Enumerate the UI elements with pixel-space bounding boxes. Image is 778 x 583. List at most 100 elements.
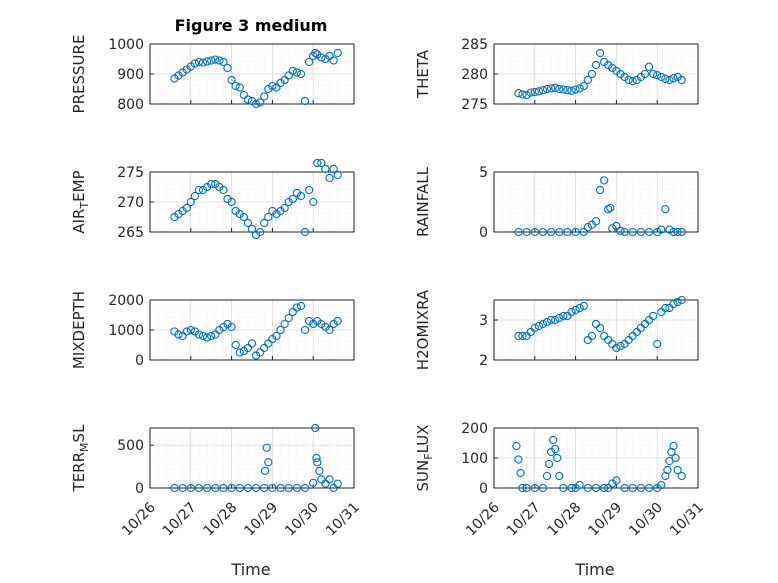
data-point — [325, 173, 334, 183]
data-point — [280, 75, 289, 85]
data-point — [677, 471, 686, 481]
data-point — [300, 96, 310, 106]
data-point — [280, 319, 289, 329]
data-point — [571, 227, 580, 237]
data-point — [239, 90, 248, 100]
data-point — [333, 48, 342, 58]
data-point — [239, 212, 248, 222]
data-point — [636, 483, 646, 493]
data-point — [628, 227, 637, 237]
data-point — [575, 303, 584, 313]
data-point — [219, 57, 228, 67]
data-point — [268, 483, 277, 493]
data-point — [546, 315, 556, 325]
data-point — [207, 56, 216, 65]
data-point — [563, 227, 572, 237]
data-point — [284, 483, 293, 493]
data-point — [194, 185, 204, 195]
data-point — [329, 56, 338, 65]
data-point — [247, 339, 257, 348]
data-point — [555, 227, 564, 237]
data-point — [272, 331, 281, 341]
data-point — [231, 340, 240, 350]
data-point — [600, 176, 609, 185]
data-point — [198, 58, 208, 67]
data-point — [264, 339, 273, 348]
data-point — [538, 86, 548, 95]
y-tick-label: 2 — [479, 353, 488, 369]
data-point — [612, 221, 621, 231]
data-point — [648, 311, 658, 321]
data-point — [284, 313, 293, 323]
data-point — [644, 483, 654, 493]
data-point — [595, 48, 605, 58]
data-point — [595, 323, 605, 333]
data-point — [251, 99, 261, 109]
data-point — [555, 313, 564, 323]
y-axis-label: TERRMSL — [70, 424, 91, 493]
data-point — [583, 75, 592, 85]
data-point — [309, 197, 318, 207]
data-point — [243, 483, 253, 493]
data-point — [243, 95, 253, 104]
data-point — [325, 51, 334, 61]
data-point — [628, 77, 637, 86]
data-point — [534, 321, 544, 331]
data-point — [583, 483, 592, 493]
data-point — [624, 75, 633, 85]
axes-border — [493, 427, 699, 489]
data-point — [215, 56, 224, 65]
y-tick-label: 275 — [117, 165, 144, 181]
y-axis-label: SUNFLUX — [414, 425, 435, 492]
data-point — [628, 483, 637, 493]
x-tick-label: 10/28 — [201, 500, 241, 540]
data-point — [186, 483, 195, 493]
y-tick-label: 200 — [461, 421, 488, 437]
data-point — [276, 325, 285, 335]
data-point — [551, 444, 560, 454]
subplot-terr-msl: 10/26 10/27 10/28 10/29 10/30 10/31 0 500 TERRMS… — [70, 423, 363, 540]
data-point — [268, 81, 277, 91]
data-point — [600, 483, 609, 493]
data-point — [260, 483, 269, 493]
data-point — [604, 205, 613, 214]
data-point — [304, 185, 314, 195]
data-point — [178, 331, 187, 341]
data-point — [518, 331, 527, 341]
data-point — [595, 185, 605, 195]
data-point — [673, 227, 682, 237]
data-point — [300, 325, 310, 335]
data-point — [288, 307, 297, 317]
data-point — [311, 423, 320, 433]
data-point — [559, 483, 568, 493]
data-point — [243, 343, 253, 353]
axes-border — [493, 43, 699, 105]
subplot-rainfall: 0 5 RAINFALL — [414, 165, 699, 241]
data-point — [292, 483, 302, 493]
data-point — [530, 227, 539, 237]
data-point — [333, 170, 342, 180]
y-axis-label: THETA — [414, 49, 432, 99]
data-point — [530, 323, 539, 333]
y-tick-label: 280 — [461, 67, 488, 83]
data-point — [321, 164, 330, 174]
data-point — [661, 471, 670, 481]
data-point — [315, 466, 324, 476]
data-point — [661, 205, 670, 214]
data-point — [669, 74, 678, 83]
data-point — [587, 331, 597, 341]
axes-border — [493, 171, 699, 233]
data-point — [546, 84, 556, 93]
data-point — [669, 441, 678, 451]
data-point — [522, 483, 531, 493]
data-point — [663, 465, 672, 475]
data-point — [567, 307, 576, 317]
y-axis-label: RAINFALL — [414, 166, 432, 237]
data-point — [207, 179, 216, 189]
data-point — [309, 478, 318, 488]
data-point — [186, 325, 195, 335]
data-point — [657, 72, 666, 82]
chart-title: Figure 3 medium — [175, 16, 328, 35]
data-point — [514, 89, 523, 98]
